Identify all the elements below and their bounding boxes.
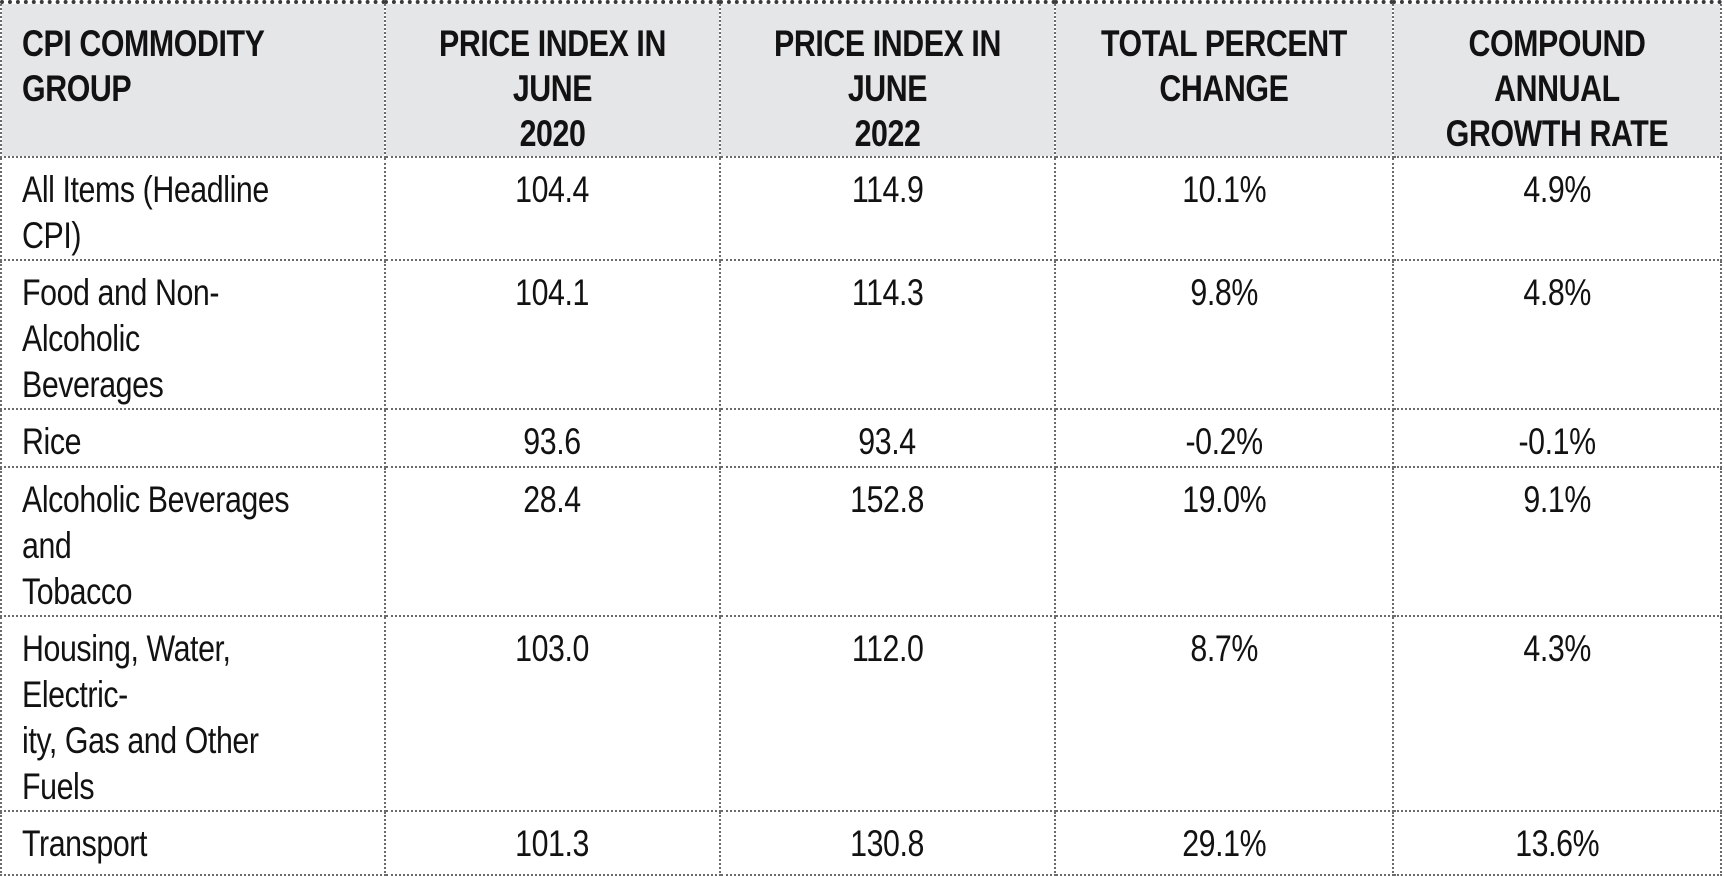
- cell-value: 103.0: [515, 628, 590, 669]
- cell-total-percent-change: 8.7%: [1054, 615, 1394, 812]
- header-label: COMPOUND ANNUAL GROWTH RATE: [1445, 23, 1669, 154]
- table-row: Food and Non-Alcoholic Beverages 104.1 1…: [0, 259, 1722, 410]
- header-price-index-june-2022: PRICE INDEX IN JUNE 2022: [719, 1, 1056, 158]
- cell-value: 13.6%: [1514, 823, 1599, 864]
- table-row: Alcoholic Beverages and Tobacco 28.4 152…: [0, 466, 1722, 617]
- cell-cagr: 13.6%: [1392, 810, 1722, 876]
- header-total-percent-change: TOTAL PERCENT CHANGE: [1054, 1, 1394, 158]
- table-row: Housing, Water, Electric- ity, Gas and O…: [0, 615, 1722, 812]
- cell-cagr: 4.9%: [1392, 156, 1722, 261]
- cell-value: Food and Non-Alcoholic Beverages: [22, 272, 220, 405]
- header-label: PRICE INDEX IN JUNE 2022: [774, 23, 1001, 154]
- cell-price-index-2022: 93.4: [719, 408, 1056, 468]
- cell-value: Alcoholic Beverages and Tobacco: [22, 479, 290, 612]
- cell-value: 28.4: [523, 479, 582, 520]
- cell-cagr: 4.3%: [1392, 615, 1722, 812]
- cell-price-index-2022: 114.9: [719, 156, 1056, 261]
- cell-total-percent-change: 29.1%: [1054, 810, 1394, 876]
- header-price-index-june-2020: PRICE INDEX IN JUNE 2020: [384, 1, 721, 158]
- cell-value: 10.1%: [1181, 169, 1266, 210]
- table-row: All Items (Headline CPI) 104.4 114.9 10.…: [0, 156, 1722, 261]
- cell-value: 152.8: [850, 479, 925, 520]
- cell-cagr: -0.1%: [1392, 408, 1722, 468]
- cell-price-index-2020: 101.3: [384, 810, 721, 876]
- cell-value: Rice: [22, 421, 82, 462]
- cell-commodity-group: Transport: [0, 810, 386, 876]
- cell-price-index-2020: 104.4: [384, 156, 721, 261]
- cell-cagr: 4.8%: [1392, 259, 1722, 410]
- header-cpi-commodity-group: CPI COMMODITY GROUP: [0, 1, 386, 158]
- cell-value: 4.8%: [1523, 272, 1591, 313]
- cell-total-percent-change: 9.8%: [1054, 259, 1394, 410]
- cell-commodity-group: Alcoholic Beverages and Tobacco: [0, 466, 386, 617]
- cell-total-percent-change: 10.1%: [1054, 156, 1394, 261]
- cell-value: 93.4: [858, 421, 917, 462]
- cell-value: All Items (Headline CPI): [22, 169, 269, 256]
- header-row: CPI COMMODITY GROUP PRICE INDEX IN JUNE …: [0, 1, 1722, 158]
- cell-price-index-2022: 152.8: [719, 466, 1056, 617]
- cell-value: 4.9%: [1523, 169, 1591, 210]
- cell-value: 130.8: [850, 823, 925, 864]
- cell-value: Transport: [22, 823, 148, 864]
- cell-value: 104.1: [515, 272, 590, 313]
- header-compound-annual-growth-rate: COMPOUND ANNUAL GROWTH RATE: [1392, 1, 1722, 158]
- cell-price-index-2020: 93.6: [384, 408, 721, 468]
- cell-value: 114.3: [851, 272, 924, 313]
- cell-value: 93.6: [523, 421, 582, 462]
- cell-value: 9.8%: [1190, 272, 1258, 313]
- header-label: CPI COMMODITY GROUP: [22, 23, 264, 109]
- cell-value: -0.1%: [1518, 421, 1596, 462]
- cell-cagr: 9.1%: [1392, 466, 1722, 617]
- cell-price-index-2020: 28.4: [384, 466, 721, 617]
- cell-value: 114.9: [851, 169, 924, 210]
- cell-value: 9.1%: [1523, 479, 1591, 520]
- cell-commodity-group: All Items (Headline CPI): [0, 156, 386, 261]
- table-row: Transport 101.3 130.8 29.1% 13.6%: [0, 810, 1722, 876]
- cell-price-index-2022: 130.8: [719, 810, 1056, 876]
- cell-price-index-2020: 104.1: [384, 259, 721, 410]
- cell-price-index-2022: 114.3: [719, 259, 1056, 410]
- cell-price-index-2020: 103.0: [384, 615, 721, 812]
- cell-value: 4.3%: [1523, 628, 1591, 669]
- cell-value: 19.0%: [1181, 479, 1266, 520]
- cell-total-percent-change: -0.2%: [1054, 408, 1394, 468]
- header-label: PRICE INDEX IN JUNE 2020: [439, 23, 666, 154]
- cell-total-percent-change: 19.0%: [1054, 466, 1394, 617]
- cell-commodity-group: Housing, Water, Electric- ity, Gas and O…: [0, 615, 386, 812]
- cell-value: 29.1%: [1181, 823, 1266, 864]
- cell-value: 104.4: [515, 169, 590, 210]
- cell-value: Housing, Water, Electric- ity, Gas and O…: [22, 628, 259, 807]
- cell-value: 8.7%: [1190, 628, 1258, 669]
- cell-commodity-group: Food and Non-Alcoholic Beverages: [0, 259, 386, 410]
- cell-value: 112.0: [851, 628, 924, 669]
- cell-value: 101.3: [515, 823, 590, 864]
- table-row: Rice 93.6 93.4 -0.2% -0.1%: [0, 408, 1722, 468]
- cell-price-index-2022: 112.0: [719, 615, 1056, 812]
- cell-commodity-group: Rice: [0, 408, 386, 468]
- cell-value: -0.2%: [1185, 421, 1263, 462]
- header-label: TOTAL PERCENT CHANGE: [1101, 23, 1347, 109]
